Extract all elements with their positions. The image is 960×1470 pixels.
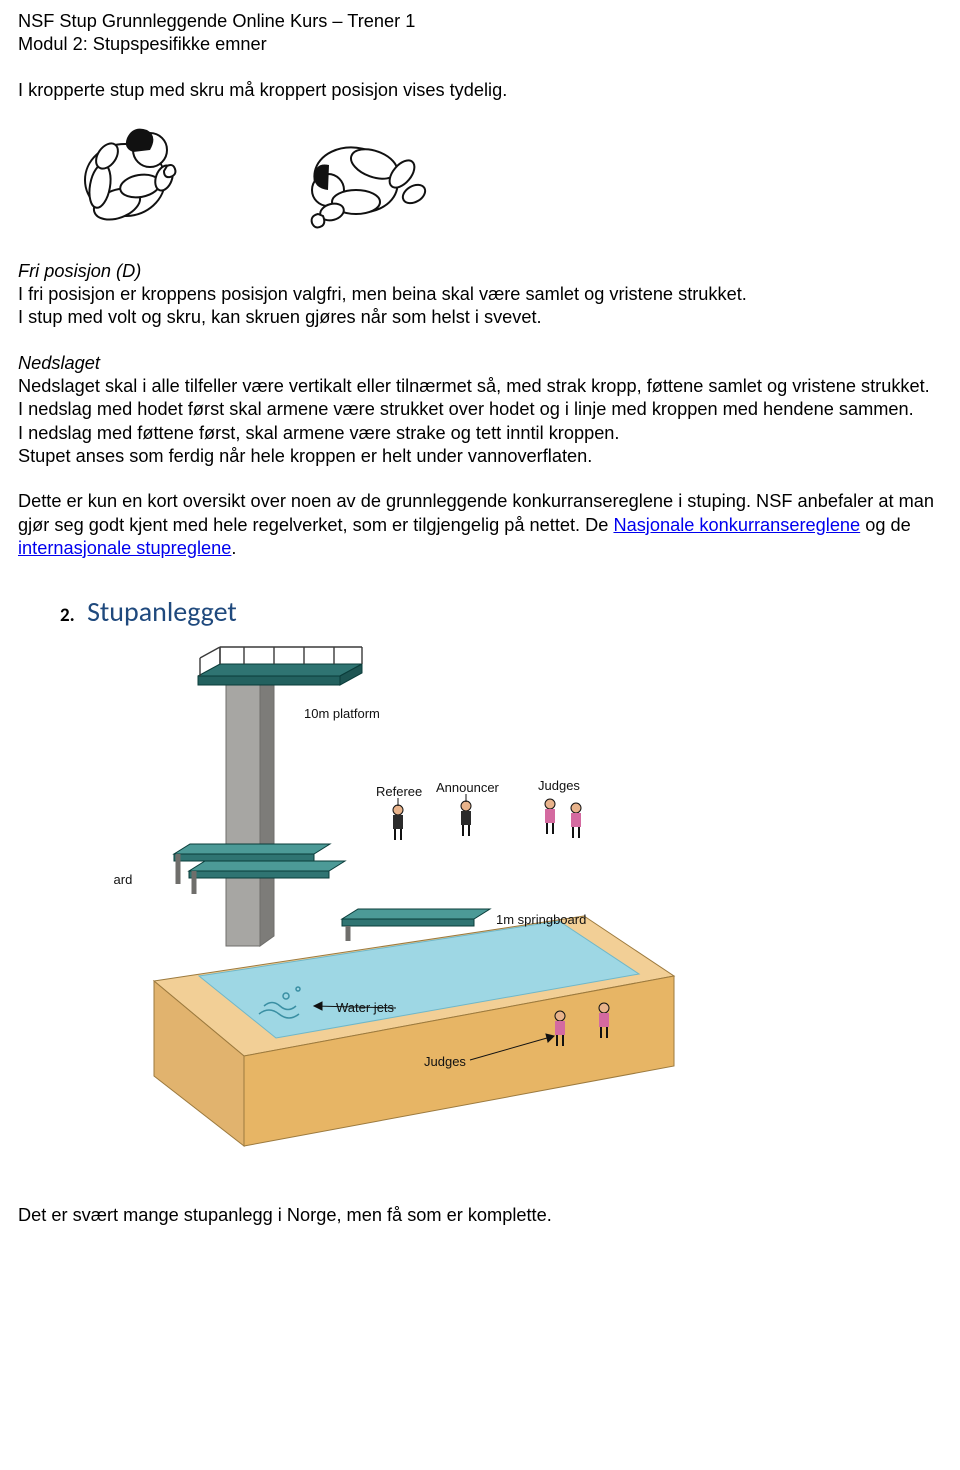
tuck-position-figure-2 xyxy=(276,108,446,238)
diving-facility-diagram: 10m platform 3m springboard 1m springboa… xyxy=(114,636,942,1162)
nedslaget-title: Nedslaget xyxy=(18,352,942,375)
platform-10m xyxy=(198,647,362,685)
fri-p2: I stup med volt og skru, kan skruen gjør… xyxy=(18,306,942,329)
intro-paragraph: I kropperte stup med skru må kroppert po… xyxy=(18,79,942,102)
fri-title: Fri posisjon (D) xyxy=(18,260,942,283)
summary-text-2: og de xyxy=(860,515,911,535)
tuck-position-figure-1 xyxy=(62,108,232,238)
nedslaget-p4: Stupet anses som ferdig når hele kroppen… xyxy=(18,445,942,468)
summary-paragraph: Dette er kun en kort oversikt over noen … xyxy=(18,490,942,560)
label-judges-pool: Judges xyxy=(424,1054,466,1069)
label-3m-springboard: 3m springboard xyxy=(114,872,132,887)
position-figures xyxy=(62,108,942,238)
nedslaget-p3: I nedslag med føttene først, skal armene… xyxy=(18,422,942,445)
fri-p1: I fri posisjon er kroppens posisjon valg… xyxy=(18,283,942,306)
fri-posisjon-block: Fri posisjon (D) I fri posisjon er kropp… xyxy=(18,260,942,330)
label-10m-platform: 10m platform xyxy=(304,706,380,721)
summary-text-3: . xyxy=(231,538,236,558)
section-number: 2. xyxy=(60,604,75,627)
section-2-heading: 2. Stupanlegget xyxy=(18,594,942,630)
nedslaget-p1: Nedslaget skal i alle tilfeller være ver… xyxy=(18,375,942,398)
nasjonale-regler-link[interactable]: Nasjonale konkurransereglene xyxy=(613,515,860,535)
section-title: Stupanlegget xyxy=(87,594,237,629)
label-referee: Referee xyxy=(376,784,422,799)
doc-header-line-2: Modul 2: Stupspesifikke emner xyxy=(18,33,942,56)
label-announcer: Announcer xyxy=(436,780,500,795)
closing-paragraph: Det er svært mange stupanlegg i Norge, m… xyxy=(18,1204,942,1227)
doc-header-line-1: NSF Stup Grunnleggende Online Kurs – Tre… xyxy=(18,10,942,33)
tower-pillar xyxy=(226,668,274,946)
nedslaget-p2: I nedslag med hodet først skal armene væ… xyxy=(18,398,942,421)
label-1m-springboard: 1m springboard xyxy=(496,912,586,927)
internasjonale-regler-link[interactable]: internasjonale stupreglene xyxy=(18,538,231,558)
label-judges-top: Judges xyxy=(538,778,580,793)
nedslaget-block: Nedslaget Nedslaget skal i alle tilfelle… xyxy=(18,352,942,468)
